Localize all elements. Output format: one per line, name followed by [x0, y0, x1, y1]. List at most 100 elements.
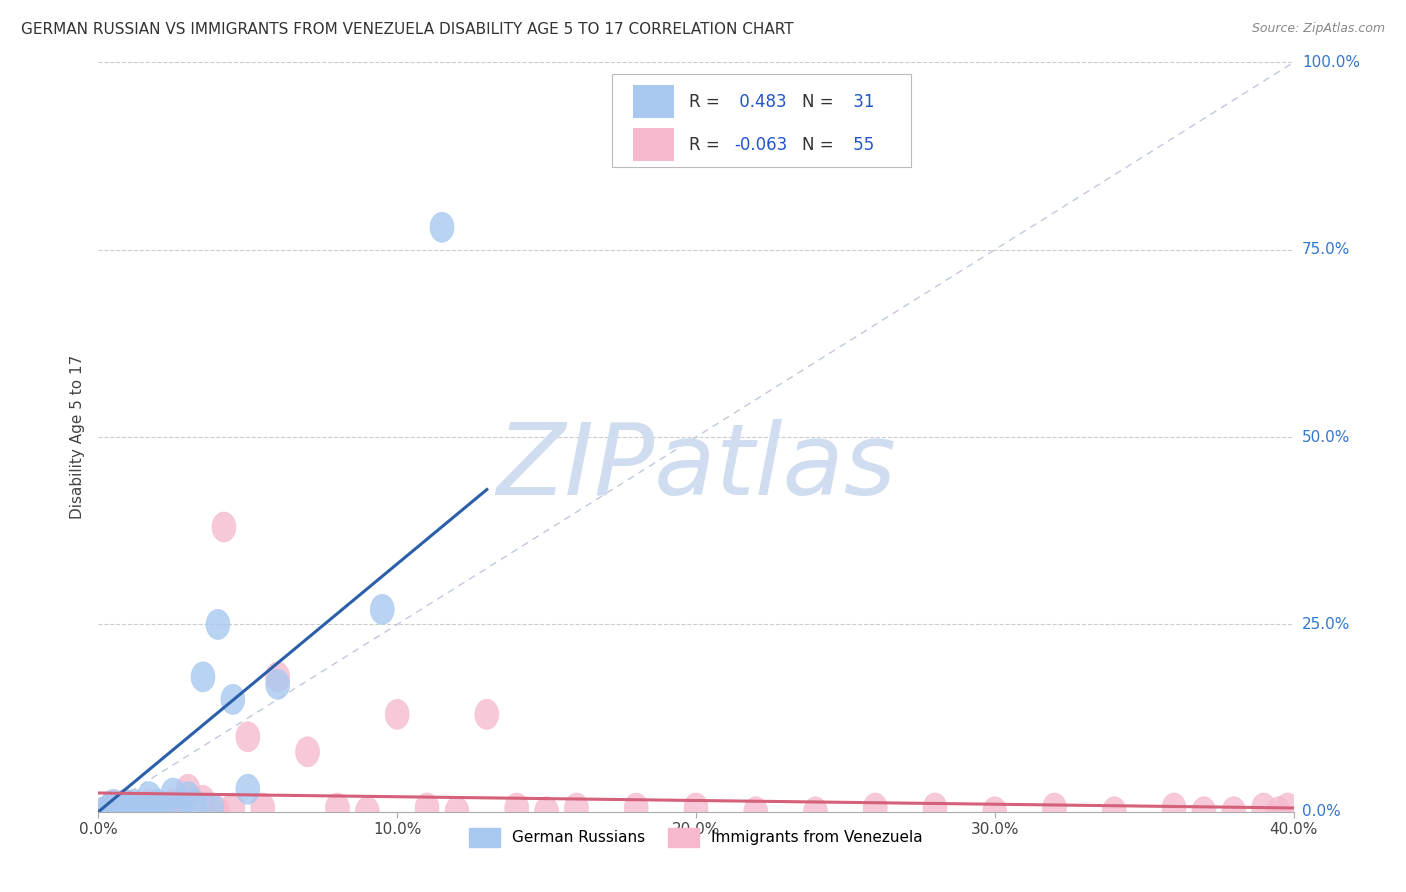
Ellipse shape — [138, 781, 162, 812]
Ellipse shape — [446, 797, 470, 827]
Ellipse shape — [565, 793, 589, 823]
Ellipse shape — [152, 797, 176, 827]
Ellipse shape — [104, 797, 128, 827]
Text: 25.0%: 25.0% — [1302, 617, 1350, 632]
Ellipse shape — [120, 797, 143, 827]
Bar — [633, 85, 675, 119]
Ellipse shape — [1275, 793, 1299, 823]
Ellipse shape — [685, 793, 709, 823]
Ellipse shape — [125, 797, 149, 827]
Ellipse shape — [250, 793, 274, 823]
Ellipse shape — [266, 662, 290, 692]
Text: R =: R = — [689, 136, 725, 153]
Ellipse shape — [1163, 793, 1187, 823]
Text: 0.483: 0.483 — [734, 93, 787, 111]
Text: N =: N = — [803, 93, 839, 111]
Ellipse shape — [415, 793, 439, 823]
Ellipse shape — [804, 797, 827, 827]
Ellipse shape — [221, 684, 245, 714]
Ellipse shape — [983, 797, 1007, 827]
Ellipse shape — [96, 797, 120, 827]
Ellipse shape — [207, 797, 231, 827]
Text: GERMAN RUSSIAN VS IMMIGRANTS FROM VENEZUELA DISABILITY AGE 5 TO 17 CORRELATION C: GERMAN RUSSIAN VS IMMIGRANTS FROM VENEZU… — [21, 22, 794, 37]
Ellipse shape — [212, 512, 236, 542]
Text: 31: 31 — [848, 93, 875, 111]
Ellipse shape — [122, 789, 146, 819]
Ellipse shape — [221, 793, 245, 823]
Ellipse shape — [624, 793, 648, 823]
Ellipse shape — [1251, 793, 1275, 823]
Ellipse shape — [475, 699, 499, 730]
Ellipse shape — [107, 793, 131, 823]
Ellipse shape — [96, 797, 120, 827]
Ellipse shape — [117, 793, 141, 823]
Text: -0.063: -0.063 — [734, 136, 787, 153]
Ellipse shape — [924, 793, 948, 823]
Ellipse shape — [101, 797, 125, 827]
Ellipse shape — [167, 797, 191, 827]
Ellipse shape — [236, 774, 260, 805]
Ellipse shape — [138, 789, 162, 819]
Text: 55: 55 — [848, 136, 875, 153]
Ellipse shape — [1192, 797, 1216, 827]
Ellipse shape — [146, 789, 170, 819]
Ellipse shape — [135, 797, 159, 827]
Ellipse shape — [1102, 797, 1126, 827]
Text: ZIPatlas: ZIPatlas — [496, 418, 896, 516]
Ellipse shape — [1222, 797, 1246, 827]
Text: R =: R = — [689, 93, 725, 111]
Ellipse shape — [370, 594, 394, 624]
Ellipse shape — [176, 781, 200, 812]
Ellipse shape — [93, 797, 117, 827]
Ellipse shape — [266, 669, 290, 699]
Ellipse shape — [141, 793, 165, 823]
Ellipse shape — [114, 789, 138, 819]
Ellipse shape — [107, 793, 131, 823]
Legend: German Russians, Immigrants from Venezuela: German Russians, Immigrants from Venezue… — [463, 822, 929, 853]
Ellipse shape — [167, 793, 191, 823]
Ellipse shape — [1043, 793, 1067, 823]
Text: Source: ZipAtlas.com: Source: ZipAtlas.com — [1251, 22, 1385, 36]
Text: 0.0%: 0.0% — [1302, 805, 1340, 819]
Ellipse shape — [111, 797, 135, 827]
Ellipse shape — [128, 797, 152, 827]
Bar — [633, 128, 675, 161]
Ellipse shape — [207, 609, 231, 640]
Ellipse shape — [114, 797, 138, 827]
Ellipse shape — [191, 662, 215, 692]
Ellipse shape — [176, 774, 200, 805]
Ellipse shape — [236, 722, 260, 752]
Ellipse shape — [141, 797, 165, 827]
Ellipse shape — [191, 786, 215, 815]
Ellipse shape — [122, 793, 146, 823]
Ellipse shape — [1267, 797, 1291, 827]
Ellipse shape — [146, 793, 170, 823]
Ellipse shape — [117, 793, 141, 823]
Ellipse shape — [101, 797, 125, 827]
Ellipse shape — [430, 212, 454, 243]
Ellipse shape — [385, 699, 409, 730]
Text: N =: N = — [803, 136, 839, 153]
Ellipse shape — [143, 797, 167, 827]
Text: 50.0%: 50.0% — [1302, 430, 1350, 444]
Ellipse shape — [162, 789, 186, 819]
Ellipse shape — [152, 797, 176, 827]
Ellipse shape — [120, 797, 143, 827]
Ellipse shape — [863, 793, 887, 823]
Ellipse shape — [131, 793, 155, 823]
Ellipse shape — [104, 797, 128, 827]
Ellipse shape — [135, 797, 159, 827]
Ellipse shape — [744, 797, 768, 827]
Ellipse shape — [131, 793, 155, 823]
Ellipse shape — [98, 793, 122, 823]
Ellipse shape — [98, 793, 122, 823]
Text: 100.0%: 100.0% — [1302, 55, 1360, 70]
Ellipse shape — [111, 797, 135, 827]
Ellipse shape — [101, 789, 125, 819]
FancyBboxPatch shape — [613, 74, 911, 168]
Ellipse shape — [162, 778, 186, 808]
Ellipse shape — [183, 789, 207, 819]
Ellipse shape — [326, 793, 350, 823]
Ellipse shape — [93, 797, 117, 827]
Ellipse shape — [356, 797, 380, 827]
